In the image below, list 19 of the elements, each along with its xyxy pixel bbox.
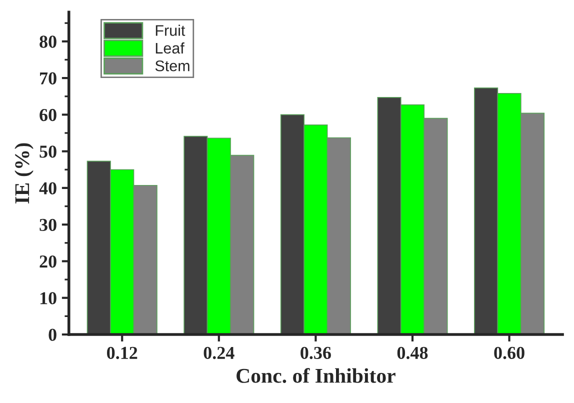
- legend-label: Stem: [155, 60, 190, 72]
- x-tick-label: 0.24: [204, 346, 234, 360]
- legend-label: Fruit: [156, 24, 186, 36]
- y-axis-title: IE (%): [14, 143, 34, 204]
- y-tick-label: 50: [40, 146, 56, 158]
- y-tick-label: 0: [48, 328, 56, 341]
- y-tick-label: 10: [40, 292, 56, 304]
- x-tick-label: 0.12: [107, 346, 138, 360]
- x-axis-title: Conc. of Inhibitor: [236, 368, 396, 383]
- x-tick-label: 0.48: [397, 346, 428, 360]
- y-tick-label: 60: [40, 108, 56, 122]
- x-tick-label: 0.60: [494, 346, 524, 360]
- x-tick-label: 0.36: [300, 346, 331, 360]
- y-tick-label: 30: [40, 218, 56, 232]
- legend-label: Leaf: [156, 42, 184, 54]
- y-tick-label: 20: [40, 255, 56, 268]
- y-tick-label: 40: [39, 182, 56, 194]
- y-tick-label: 80: [40, 36, 56, 48]
- y-tick-label: 70: [40, 72, 56, 84]
